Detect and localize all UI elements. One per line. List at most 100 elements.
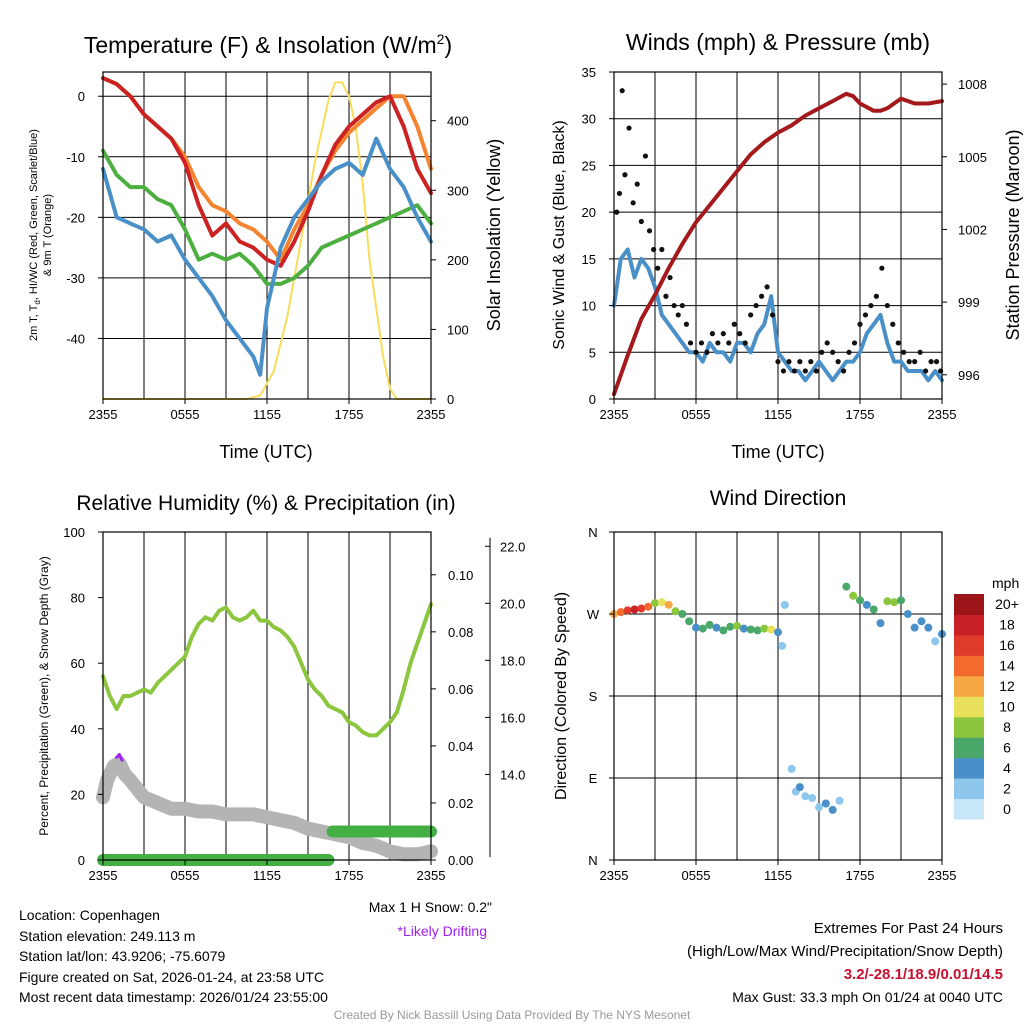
direction-point: [692, 623, 700, 632]
gust-point: [715, 340, 721, 346]
y-tick-label: W: [587, 607, 600, 622]
direction-point: [917, 617, 926, 626]
gust-point: [659, 246, 665, 253]
x-tick-label: 0555: [171, 868, 200, 883]
gust-point: [879, 265, 885, 271]
gust-point: [830, 349, 836, 355]
wind-ylabel-right: Station Pressure (Maroon): [1003, 129, 1023, 340]
colorbar-label: 4: [1003, 760, 1011, 776]
direction-point: [815, 803, 823, 812]
gust-point: [651, 246, 657, 253]
gust-point: [802, 368, 808, 374]
gust-point: [791, 368, 798, 374]
gust-point: [679, 302, 685, 309]
rh-title: Relative Humidity (%) & Precipitation (i…: [76, 492, 455, 515]
gust-point: [846, 349, 852, 355]
colorbar-label: 8: [1003, 719, 1011, 735]
y-tick-label: -30: [66, 271, 85, 286]
y-tick-label: -20: [66, 210, 85, 225]
direction-point: [637, 604, 646, 613]
direction-point: [760, 624, 769, 633]
y-tick-label: -10: [66, 150, 85, 165]
direction-point: [849, 591, 858, 600]
y-tick-label: 15: [582, 252, 596, 267]
colorbar-swatch: [954, 594, 984, 615]
direction-point: [712, 623, 721, 632]
x-tick-label: 1755: [335, 868, 364, 883]
direction-point: [774, 628, 782, 637]
precip-tick-label: 0.00: [448, 853, 473, 868]
wind-panel: Winds (mph) & Pressure (mb) 2355 0555 1155…: [551, 29, 1023, 462]
direction-point: [910, 623, 919, 632]
colorbar-swatch: [954, 655, 984, 677]
recent-timestamp: Most recent data timestamp: 2026/01/24 2…: [19, 989, 328, 1005]
gust-point: [786, 359, 792, 365]
temp-ylabel-left: 2m T, Td, HI/WC (Red, Green, Scarlet/Blu…: [28, 129, 42, 341]
y-right-tick-label: 300: [447, 183, 469, 198]
gust-point: [630, 200, 636, 206]
precip-tick-label: 0.08: [448, 625, 473, 640]
dir-grid: [614, 532, 942, 860]
gust-point: [642, 153, 649, 159]
series-drift_purple-line: [115, 753, 124, 762]
gust-point: [619, 88, 625, 94]
direction-point: [671, 607, 680, 616]
y-tick-label: N: [588, 525, 597, 540]
direction-point: [903, 610, 912, 618]
direction-point: [787, 764, 796, 773]
direction-point: [897, 596, 905, 605]
gust-point: [634, 181, 640, 187]
direction-point: [778, 641, 787, 650]
y-right-tick-label: 400: [447, 114, 469, 129]
temp-ylabel-left-2: & 9m T (Orange): [42, 194, 54, 276]
direction-point: [698, 624, 707, 633]
colorbar-swatch: [954, 798, 984, 820]
colorbar-label: 14: [999, 658, 1015, 674]
direction-point: [821, 799, 830, 808]
x-tick-label: 2355: [928, 868, 957, 883]
x-tick-label: 2355: [89, 407, 118, 422]
y-tick-label: S: [589, 689, 598, 704]
direction-point: [795, 783, 804, 792]
y-tick-label: 20: [71, 787, 85, 802]
direction-point: [685, 617, 694, 626]
y-right-tick-label: 0: [447, 392, 454, 407]
direction-point: [856, 596, 864, 605]
colorbar-swatch: [954, 696, 984, 718]
gust-point: [614, 209, 620, 215]
extremes-info: Extremes For Past 24 Hours (High/Low/Max…: [687, 917, 1003, 1009]
series-red-line: [101, 76, 433, 268]
credit: Created By Nick Bassill Using Data Provi…: [334, 1008, 691, 1022]
y-tick-label: 5: [589, 345, 596, 360]
direction-point: [746, 625, 755, 634]
dir-title: Wind Direction: [710, 487, 847, 510]
direction-point: [739, 624, 748, 633]
direction-point: [616, 608, 625, 617]
gust-point: [819, 349, 825, 355]
direction-point: [862, 600, 871, 609]
rh-panel: Relative Humidity (%) & Precipitation (i…: [37, 492, 525, 939]
x-tick-label: 2355: [600, 868, 629, 883]
gust-point: [675, 312, 681, 318]
direction-point: [931, 637, 940, 646]
extremes-legend: (High/Low/Max Wind/Precipitation/Snow De…: [687, 943, 1003, 960]
gust-point: [698, 340, 705, 346]
y-tick-label: N: [588, 853, 597, 868]
precip-tick-label: 0.04: [448, 739, 473, 754]
colorbar: 0 2 4 6 8 10 12 14 16 18 20+: [954, 594, 1019, 820]
x-tick-label: 1155: [764, 407, 792, 422]
max-snow-label: Max 1 H Snow: 0.2": [369, 899, 492, 915]
dir-panel: Wind Direction 2355 0555 1155 1755 2355NESWN…: [553, 487, 1019, 883]
temp-axes: 2355 0555 1155 1755 23550-10-20-30-400100200…: [66, 89, 469, 422]
direction-point: [883, 597, 892, 606]
colorbar-label: 18: [999, 617, 1015, 633]
direction-point: [780, 600, 789, 609]
dir-ylabel-left: Direction (Colored By Speed): [553, 592, 570, 800]
y-tick-label: 40: [71, 722, 85, 737]
y-tick-label: 80: [71, 591, 85, 606]
gust-point: [687, 340, 694, 346]
y-tick-label: 0: [78, 853, 85, 868]
series-yellow-line: [102, 81, 432, 400]
y-tick-label: 0: [78, 89, 85, 104]
